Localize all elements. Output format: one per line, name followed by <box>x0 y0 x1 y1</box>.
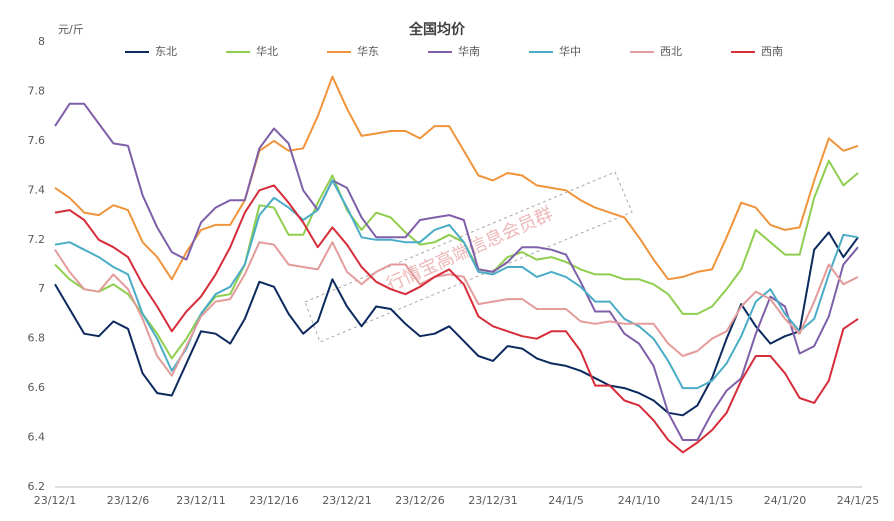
x-tick-label: 23/12/1 <box>34 494 76 507</box>
x-tick-label: 23/12/21 <box>322 494 371 507</box>
x-tick-label: 23/12/31 <box>468 494 517 507</box>
legend-label: 华南 <box>458 44 480 58</box>
y-tick-label: 7.8 <box>28 84 46 97</box>
x-tick-label: 24/1/20 <box>764 494 806 507</box>
y-tick-label: 6.8 <box>28 332 46 345</box>
series-line <box>54 231 859 417</box>
legend-label: 华北 <box>256 44 278 58</box>
y-tick-label: 6.4 <box>28 431 46 444</box>
y-tick-label: 7 <box>38 282 45 295</box>
legend-label: 华中 <box>559 44 581 58</box>
series-line <box>54 102 859 441</box>
chart-title: 全国均价 <box>408 21 466 38</box>
y-tick-label: 6.2 <box>28 480 46 493</box>
y-tick-label: 6.6 <box>28 381 46 394</box>
series-line <box>54 184 859 454</box>
y-tick-label: 7.6 <box>28 134 46 147</box>
x-tick-label: 24/1/15 <box>691 494 733 507</box>
x-tick-label: 24/1/25 <box>837 494 879 507</box>
legend-label: 西南 <box>761 45 783 58</box>
y-tick-label: 7.4 <box>28 183 46 196</box>
series-line <box>54 75 859 281</box>
x-tick-label: 24/1/5 <box>548 494 583 507</box>
legend-label: 西北 <box>660 45 682 58</box>
watermark: 行情宝高端信息会员群 <box>383 203 556 295</box>
y-tick-label: 7.2 <box>28 233 46 246</box>
series-line <box>54 159 859 360</box>
legend-label: 华东 <box>357 44 379 58</box>
watermark-box <box>304 171 633 343</box>
x-tick-label: 24/1/10 <box>618 494 660 507</box>
x-tick-label: 23/12/11 <box>176 494 225 507</box>
y-axis-label: 元/斤 <box>58 23 84 36</box>
x-tick-label: 23/12/16 <box>249 494 298 507</box>
x-tick-label: 23/12/6 <box>107 494 149 507</box>
y-tick-label: 8 <box>38 35 45 48</box>
legend-label: 东北 <box>155 45 177 58</box>
x-tick-label: 23/12/26 <box>395 494 444 507</box>
